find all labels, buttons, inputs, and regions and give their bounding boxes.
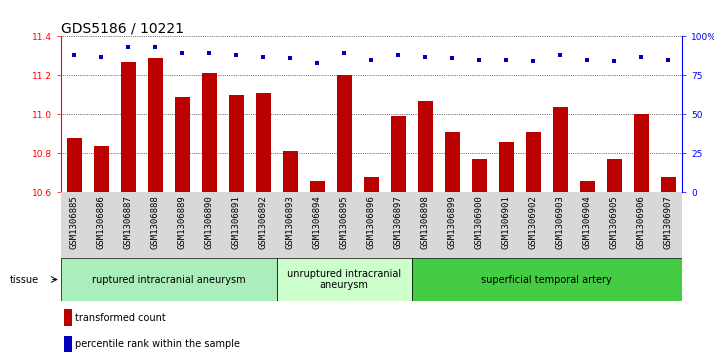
Bar — [337, 76, 352, 192]
Bar — [418, 101, 433, 192]
Text: GSM1306893: GSM1306893 — [286, 196, 295, 249]
Bar — [553, 107, 568, 192]
Text: GSM1306889: GSM1306889 — [178, 196, 187, 249]
Point — [366, 57, 377, 63]
Point — [555, 52, 566, 58]
Bar — [256, 93, 271, 192]
Point — [663, 57, 674, 63]
Point — [123, 44, 134, 50]
Bar — [364, 177, 378, 192]
Point — [582, 57, 593, 63]
Bar — [94, 146, 109, 192]
Point — [635, 54, 647, 60]
Text: transformed count: transformed count — [75, 313, 166, 323]
Text: GSM1306886: GSM1306886 — [96, 196, 106, 249]
Text: GSM1306897: GSM1306897 — [394, 196, 403, 249]
Bar — [661, 177, 675, 192]
Bar — [64, 309, 71, 326]
Text: GSM1306902: GSM1306902 — [529, 196, 538, 249]
Text: GSM1306894: GSM1306894 — [313, 196, 322, 249]
Point — [258, 54, 269, 60]
Bar — [580, 181, 595, 192]
Point — [203, 50, 215, 56]
Bar — [61, 258, 277, 301]
Bar — [607, 159, 622, 192]
Point — [608, 58, 620, 64]
Point — [96, 54, 107, 60]
Text: GSM1306899: GSM1306899 — [448, 196, 457, 249]
Bar — [499, 142, 514, 192]
Text: GSM1306898: GSM1306898 — [421, 196, 430, 249]
Text: GSM1306890: GSM1306890 — [205, 196, 213, 249]
Bar — [526, 132, 540, 192]
Text: superficial temporal artery: superficial temporal artery — [481, 274, 612, 285]
Bar — [64, 336, 71, 352]
Text: GSM1306907: GSM1306907 — [664, 196, 673, 249]
Text: ruptured intracranial aneurysm: ruptured intracranial aneurysm — [92, 274, 246, 285]
Text: GSM1306887: GSM1306887 — [124, 196, 133, 249]
Bar — [148, 58, 163, 192]
Text: GSM1306903: GSM1306903 — [555, 196, 565, 249]
Point — [420, 54, 431, 60]
Text: GSM1306906: GSM1306906 — [637, 196, 646, 249]
Point — [473, 57, 485, 63]
Bar — [391, 116, 406, 192]
Text: GDS5186 / 10221: GDS5186 / 10221 — [61, 21, 183, 35]
Text: tissue: tissue — [10, 274, 39, 285]
Point — [446, 55, 458, 61]
Text: GSM1306885: GSM1306885 — [70, 196, 79, 249]
Point — [69, 52, 80, 58]
Text: GSM1306905: GSM1306905 — [610, 196, 619, 249]
Bar — [67, 138, 81, 192]
Point — [338, 50, 350, 56]
Point — [176, 50, 188, 56]
Bar — [277, 258, 412, 301]
Point — [528, 58, 539, 64]
Point — [285, 55, 296, 61]
Text: GSM1306892: GSM1306892 — [258, 196, 268, 249]
Bar — [121, 62, 136, 192]
Bar — [202, 73, 216, 192]
Text: GSM1306901: GSM1306901 — [502, 196, 511, 249]
Text: GSM1306895: GSM1306895 — [340, 196, 348, 249]
Point — [231, 52, 242, 58]
Bar — [310, 181, 325, 192]
Point — [501, 57, 512, 63]
Point — [311, 60, 323, 66]
Bar — [472, 159, 487, 192]
Bar — [445, 132, 460, 192]
Text: percentile rank within the sample: percentile rank within the sample — [75, 339, 240, 349]
Bar — [175, 97, 190, 192]
Text: GSM1306888: GSM1306888 — [151, 196, 160, 249]
Text: GSM1306900: GSM1306900 — [475, 196, 484, 249]
Text: GSM1306891: GSM1306891 — [232, 196, 241, 249]
Bar — [634, 114, 649, 192]
Point — [393, 52, 404, 58]
Bar — [412, 258, 682, 301]
Text: unruptured intracranial
aneurysm: unruptured intracranial aneurysm — [287, 269, 401, 290]
Bar — [283, 151, 298, 192]
Text: GSM1306904: GSM1306904 — [583, 196, 592, 249]
Bar — [228, 95, 243, 192]
Point — [149, 44, 161, 50]
Text: GSM1306896: GSM1306896 — [367, 196, 376, 249]
